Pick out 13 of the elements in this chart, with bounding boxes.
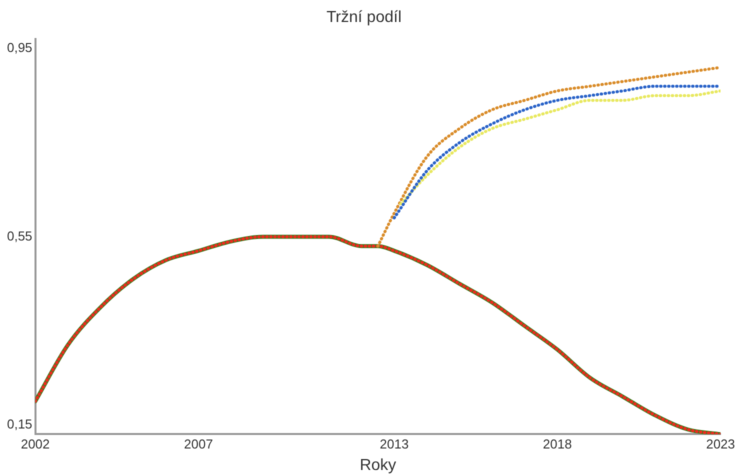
x-axis-title: Roky (360, 456, 396, 474)
x-tick-label: 2007 (184, 436, 213, 452)
x-tick-label: 2002 (20, 436, 50, 452)
x-tick-label: 2018 (542, 436, 572, 452)
line-series (399, 89, 721, 206)
y-tick-label: 0,95 (6, 40, 32, 56)
line-series (376, 66, 721, 248)
y-tick-label: 0,15 (6, 416, 32, 432)
x-tick-label: 2013 (380, 436, 409, 452)
line-series (392, 84, 721, 220)
y-tick-label: 0,55 (6, 228, 32, 244)
chart-title: Tržní podíl (326, 9, 402, 26)
x-tick-label: 2023 (706, 436, 735, 452)
